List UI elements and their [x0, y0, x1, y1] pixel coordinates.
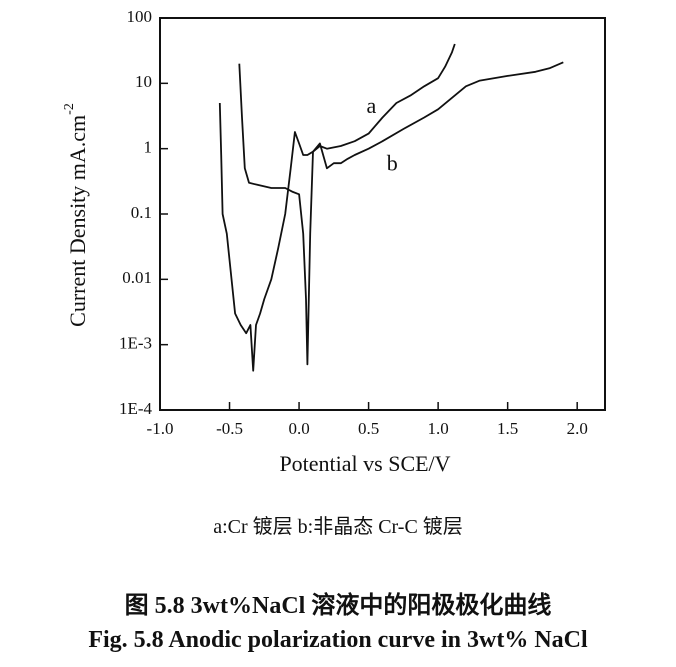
caption-cn: 图 5.8 3wt%NaCl 溶液中的阳极极化曲线 — [124, 593, 552, 619]
y-axis-label-sup: -2 — [62, 103, 77, 115]
y-tick-label: 1E-3 — [119, 334, 152, 353]
y-axis-label-main: Current Density mA.cm — [65, 115, 90, 327]
y-tick-label: 1 — [144, 138, 153, 157]
y-tick-label: 100 — [127, 7, 153, 26]
x-axis-label: Potential vs SCE/V — [279, 451, 450, 476]
y-tick-label: 0.1 — [131, 203, 152, 222]
curve-label: a — [366, 93, 376, 118]
x-tick-label: 1.5 — [497, 419, 518, 438]
x-tick-label: 1.0 — [428, 419, 449, 438]
caption-en: Fig. 5.8 Anodic polarization curve in 3w… — [88, 627, 588, 653]
y-axis-label-group: Current Density mA.cm-2 — [62, 103, 90, 327]
y-tick-label: 10 — [135, 72, 152, 91]
y-axis-label: Current Density mA.cm-2 — [62, 103, 90, 327]
chart: Potential vs SCE/V Current Density mA.cm… — [62, 7, 606, 476]
curve — [238, 43, 456, 366]
x-tick-label: 2.0 — [567, 419, 588, 438]
x-tick-label: -0.5 — [216, 419, 243, 438]
x-tick-label: -1.0 — [147, 419, 174, 438]
curve-label: b — [387, 151, 398, 176]
x-tick-label: 0.0 — [288, 419, 309, 438]
x-tick-label: 0.5 — [358, 419, 379, 438]
y-tick-label: 0.01 — [122, 268, 152, 287]
y-tick-label: 1E-4 — [119, 399, 153, 418]
curve — [218, 61, 564, 372]
plot-frame — [159, 17, 606, 411]
legend-caption: a:Cr 镀层 b:非晶态 Cr-C 镀层 — [213, 516, 463, 538]
